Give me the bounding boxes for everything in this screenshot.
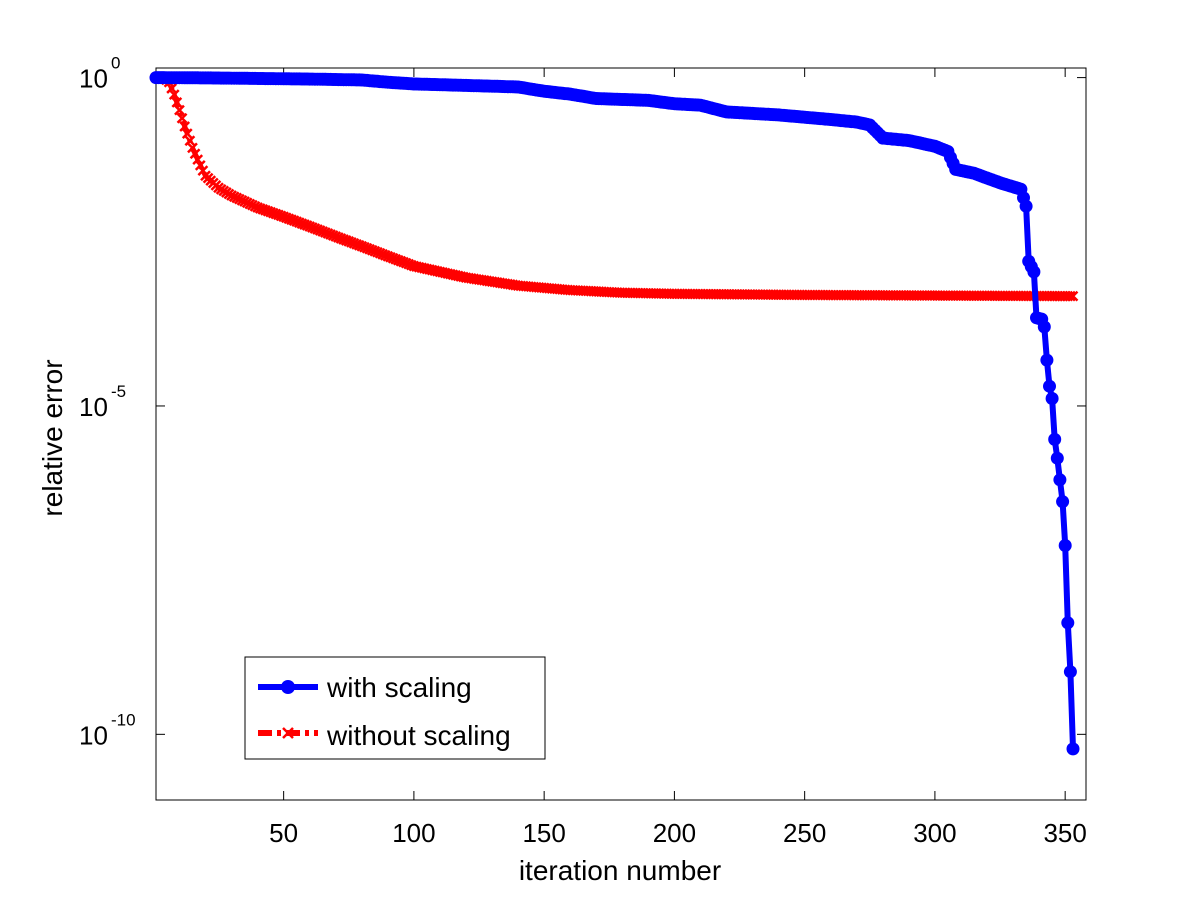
x-marker-stroke bbox=[416, 262, 428, 274]
y-tick-label-exponent: -5 bbox=[111, 382, 126, 401]
x-marker-stroke bbox=[421, 263, 433, 275]
data-point-without-scaling bbox=[166, 83, 178, 94]
legend-x-glyph bbox=[282, 727, 294, 739]
y-tick-label-exponent: 0 bbox=[111, 54, 120, 73]
x-marker-stroke bbox=[171, 96, 183, 108]
data-point-with-scaling bbox=[1045, 392, 1059, 405]
data-point-with-scaling bbox=[1053, 473, 1067, 487]
series-without-scaling bbox=[150, 72, 1079, 302]
legend-box bbox=[244, 656, 546, 760]
x-axis-label: iteration number bbox=[519, 855, 721, 886]
y-tick-label-base: 10 bbox=[79, 64, 108, 94]
data-series bbox=[149, 71, 1080, 756]
x-marker-stroke bbox=[424, 264, 435, 275]
data-point-without-scaling bbox=[181, 128, 193, 140]
data-point-with-scaling bbox=[1061, 616, 1075, 630]
x-marker-stroke bbox=[450, 269, 461, 281]
x-tick-label: 200 bbox=[653, 818, 696, 848]
legend: with scaling without scaling bbox=[244, 656, 546, 760]
y-tick-label-base: 10 bbox=[79, 720, 108, 750]
legend-marker-x bbox=[282, 727, 294, 739]
x-tick-label: 150 bbox=[522, 818, 565, 848]
data-point-with-scaling bbox=[1037, 320, 1051, 334]
y-tick-label-exponent: -10 bbox=[111, 710, 136, 729]
data-point-with-scaling bbox=[1063, 665, 1077, 679]
x-marker-stroke bbox=[452, 270, 464, 282]
data-point-with-scaling bbox=[1027, 265, 1041, 279]
x-tick-label: 350 bbox=[1043, 818, 1086, 848]
x-marker-stroke bbox=[1064, 290, 1076, 302]
y-tick-label-base: 10 bbox=[79, 392, 108, 422]
x-marker-stroke bbox=[179, 121, 191, 132]
legend-entry-with-scaling: with scaling bbox=[258, 672, 472, 703]
legend-label-with-scaling: with scaling bbox=[326, 672, 472, 703]
data-point-with-scaling bbox=[1040, 353, 1054, 367]
x-tick-label: 300 bbox=[913, 818, 956, 848]
data-point-with-scaling bbox=[1056, 495, 1070, 509]
data-point-with-scaling bbox=[1019, 199, 1033, 213]
x-marker-stroke bbox=[455, 271, 467, 282]
x-marker-stroke bbox=[442, 268, 454, 279]
x-tick-label: 100 bbox=[392, 818, 435, 848]
data-point-without-scaling bbox=[176, 112, 188, 124]
data-point-with-scaling bbox=[1043, 379, 1056, 393]
data-point-with-scaling bbox=[1050, 451, 1064, 465]
x-tick-label: 250 bbox=[783, 818, 826, 848]
data-point-without-scaling bbox=[1067, 290, 1079, 302]
data-point-without-scaling bbox=[189, 148, 201, 160]
x-marker-stroke bbox=[434, 266, 446, 278]
data-point-with-scaling bbox=[1058, 539, 1072, 552]
x-marker-stroke bbox=[184, 135, 196, 147]
x-tick-label: 50 bbox=[269, 818, 298, 848]
x-marker-stroke bbox=[1067, 290, 1079, 302]
x-marker-stroke bbox=[194, 160, 206, 171]
data-point-with-scaling bbox=[1066, 742, 1080, 756]
x-marker-stroke bbox=[166, 83, 178, 94]
legend-label-without-scaling: without scaling bbox=[326, 720, 511, 751]
data-point-without-scaling bbox=[179, 121, 191, 132]
x-marker-stroke bbox=[408, 260, 420, 272]
series-with-scaling bbox=[149, 71, 1080, 756]
data-point-without-scaling bbox=[168, 89, 180, 101]
x-marker-stroke bbox=[444, 268, 456, 280]
data-point-without-scaling bbox=[1064, 290, 1076, 302]
x-marker-stroke bbox=[458, 271, 469, 283]
data-point-without-scaling bbox=[194, 160, 206, 171]
x-marker-stroke bbox=[176, 112, 188, 124]
data-point-without-scaling bbox=[184, 135, 196, 147]
x-marker-stroke bbox=[168, 89, 180, 101]
data-point-without-scaling bbox=[187, 142, 198, 154]
x-marker-stroke bbox=[187, 142, 198, 154]
x-marker-stroke bbox=[181, 128, 193, 140]
data-point-without-scaling bbox=[174, 104, 185, 116]
x-marker-stroke bbox=[197, 165, 209, 176]
x-marker-stroke bbox=[192, 154, 204, 165]
data-point-without-scaling bbox=[192, 154, 204, 165]
data-point-without-scaling bbox=[171, 96, 183, 108]
x-marker-stroke bbox=[189, 148, 201, 160]
x-marker-stroke bbox=[447, 269, 459, 281]
x-marker-stroke bbox=[439, 267, 451, 279]
data-point-with-scaling bbox=[1048, 432, 1062, 446]
y-axis-label: relative error bbox=[37, 359, 68, 516]
x-marker-stroke bbox=[426, 264, 438, 276]
x-marker-stroke bbox=[418, 262, 430, 274]
legend-marker-circle bbox=[281, 680, 295, 694]
x-marker-stroke bbox=[411, 261, 422, 273]
x-marker-stroke bbox=[174, 104, 185, 116]
x-marker-stroke bbox=[429, 265, 441, 277]
legend-entry-without-scaling: without scaling bbox=[258, 720, 511, 751]
x-marker-stroke bbox=[431, 265, 443, 277]
x-marker-stroke bbox=[413, 261, 425, 273]
data-point-without-scaling bbox=[197, 165, 209, 176]
x-marker-stroke bbox=[282, 727, 294, 739]
x-marker-stroke bbox=[437, 267, 448, 278]
